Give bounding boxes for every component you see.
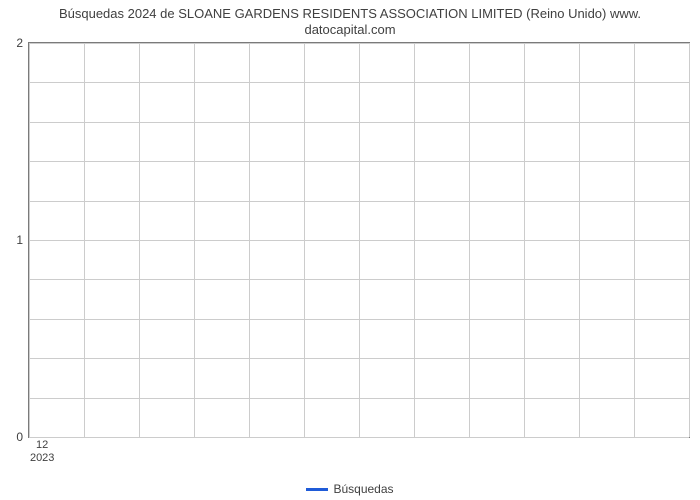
y-tick-label: 2 (16, 36, 23, 50)
chart-container: Búsquedas 2024 de SLOANE GARDENS RESIDEN… (0, 0, 700, 500)
grid-vline (304, 43, 305, 437)
grid-vline (689, 43, 690, 437)
grid-vline (359, 43, 360, 437)
grid-vline (524, 43, 525, 437)
grid-vline (249, 43, 250, 437)
grid-hline (29, 437, 689, 438)
grid-vline (194, 43, 195, 437)
grid-vline (414, 43, 415, 437)
grid-vline (84, 43, 85, 437)
grid-vline (139, 43, 140, 437)
legend-label: Búsquedas (333, 482, 393, 496)
chart-title-line1: Búsquedas 2024 de SLOANE GARDENS RESIDEN… (59, 6, 641, 21)
legend-swatch (306, 488, 328, 491)
grid-vline (634, 43, 635, 437)
y-tick-label: 0 (16, 430, 23, 444)
legend: Búsquedas (0, 481, 700, 496)
chart-title-line2: datocapital.com (304, 22, 395, 37)
grid-vline (29, 43, 30, 437)
grid-vline (469, 43, 470, 437)
x-tick-label: 122023 (30, 439, 54, 464)
plot-area: 012122023 (28, 42, 690, 438)
grid-vline (579, 43, 580, 437)
chart-title: Búsquedas 2024 de SLOANE GARDENS RESIDEN… (0, 6, 700, 39)
y-tick-label: 1 (16, 233, 23, 247)
